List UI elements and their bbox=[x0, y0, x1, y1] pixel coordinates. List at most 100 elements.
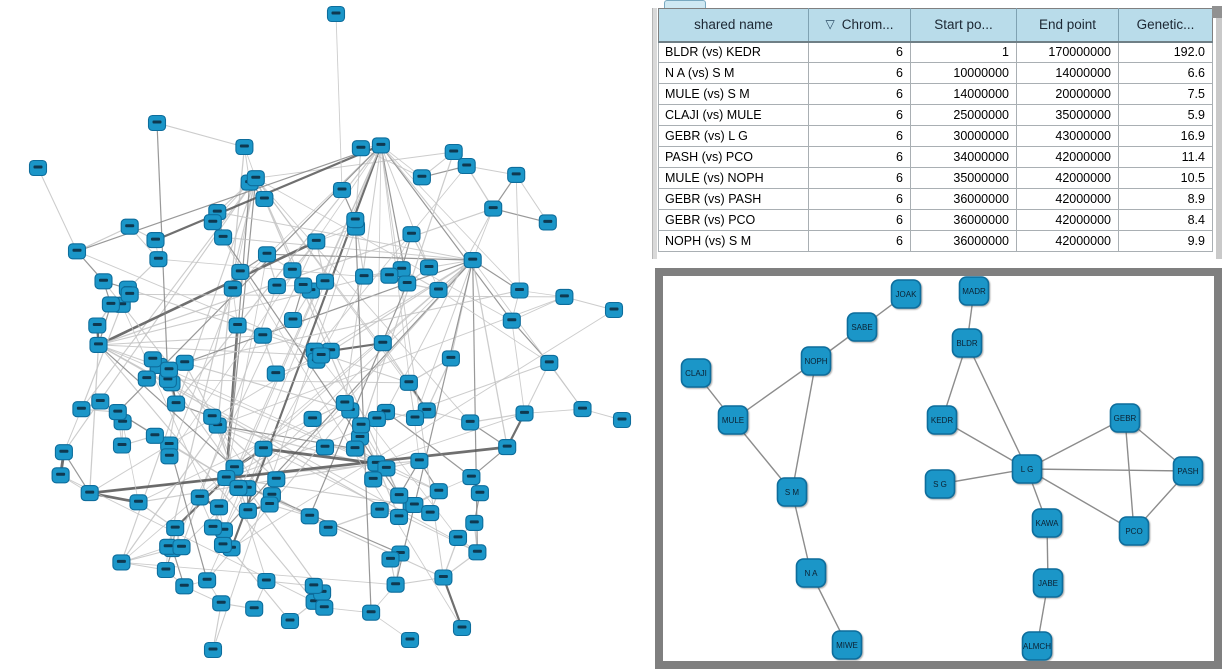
table-cell[interactable]: 14000000 bbox=[910, 83, 1017, 105]
network-node-almch[interactable]: ALMCH bbox=[1021, 631, 1053, 661]
table-cell[interactable]: MULE (vs) NOPH bbox=[658, 167, 809, 189]
network-node[interactable] bbox=[604, 301, 624, 319]
network-node[interactable] bbox=[253, 327, 272, 344]
network-edge[interactable] bbox=[167, 178, 257, 547]
network-node-kedr[interactable]: KEDR bbox=[926, 405, 958, 435]
network-overview-panel[interactable] bbox=[0, 0, 650, 669]
table-cell[interactable]: 16.9 bbox=[1118, 125, 1213, 147]
network-node[interactable] bbox=[390, 487, 409, 504]
column-header-shared-name[interactable]: shared name bbox=[658, 8, 809, 43]
network-node-madr[interactable]: MADR bbox=[958, 276, 990, 306]
network-edge[interactable] bbox=[255, 177, 428, 411]
network-node-l-g[interactable]: L G bbox=[1011, 454, 1043, 484]
network-node[interactable] bbox=[167, 395, 186, 412]
network-node[interactable] bbox=[67, 243, 87, 260]
network-edge[interactable] bbox=[168, 444, 208, 581]
network-node-s-m[interactable]: S M bbox=[776, 477, 808, 507]
network-node[interactable] bbox=[421, 505, 440, 522]
network-edge[interactable] bbox=[121, 259, 473, 563]
network-node[interactable] bbox=[412, 169, 431, 186]
network-node[interactable] bbox=[399, 374, 418, 391]
network-edge[interactable] bbox=[37, 167, 78, 252]
network-node[interactable] bbox=[300, 508, 319, 525]
network-node[interactable] bbox=[461, 414, 480, 431]
network-edge[interactable] bbox=[263, 447, 377, 465]
network-node[interactable] bbox=[502, 312, 521, 329]
network-node[interactable] bbox=[235, 138, 254, 156]
network-edge[interactable] bbox=[380, 145, 474, 261]
network-edge[interactable] bbox=[354, 148, 362, 221]
network-edge[interactable] bbox=[156, 122, 245, 148]
network-edge[interactable] bbox=[442, 577, 464, 629]
network-edge[interactable] bbox=[380, 145, 408, 284]
network-node[interactable] bbox=[402, 226, 421, 243]
table-cell[interactable]: 5.9 bbox=[1118, 104, 1213, 126]
table-cell[interactable]: PASH (vs) PCO bbox=[658, 146, 809, 168]
network-edge[interactable] bbox=[472, 259, 508, 448]
network-edge[interactable] bbox=[98, 344, 235, 469]
network-node[interactable] bbox=[555, 288, 574, 305]
table-cell[interactable]: 11.4 bbox=[1118, 146, 1213, 168]
network-node-bldr[interactable]: BLDR bbox=[951, 328, 983, 358]
network-edge[interactable] bbox=[184, 289, 520, 364]
table-cell[interactable]: NOPH (vs) S M bbox=[658, 230, 809, 252]
network-node[interactable] bbox=[457, 157, 476, 175]
edge-attribute-table[interactable]: shared name ▽ Chrom... Start po... End point… bbox=[658, 8, 1213, 252]
network-node[interactable] bbox=[72, 401, 91, 418]
network-node[interactable] bbox=[389, 508, 409, 525]
network-edge[interactable] bbox=[316, 259, 474, 362]
table-cell[interactable]: 42000000 bbox=[1016, 167, 1119, 189]
network-edge[interactable] bbox=[360, 147, 423, 178]
network-edge[interactable] bbox=[255, 151, 454, 179]
network-edge[interactable] bbox=[80, 304, 123, 410]
table-cell[interactable]: N A (vs) S M bbox=[658, 62, 809, 84]
network-edge[interactable] bbox=[472, 259, 583, 410]
table-cell[interactable]: 170000000 bbox=[1016, 41, 1119, 63]
table-cell[interactable]: CLAJI (vs) MULE bbox=[658, 104, 809, 126]
network-node[interactable] bbox=[510, 282, 529, 299]
network-edge[interactable] bbox=[232, 145, 382, 289]
table-cell[interactable]: 36000000 bbox=[910, 209, 1017, 231]
network-node[interactable] bbox=[257, 246, 277, 263]
table-cell[interactable]: 9.9 bbox=[1118, 230, 1213, 252]
table-cell[interactable]: 14000000 bbox=[1016, 62, 1119, 84]
network-node[interactable] bbox=[266, 365, 285, 382]
network-node[interactable] bbox=[307, 233, 326, 250]
network-node[interactable] bbox=[351, 140, 370, 157]
network-node[interactable] bbox=[465, 514, 484, 531]
network-node[interactable] bbox=[245, 600, 264, 617]
network-edge[interactable] bbox=[255, 177, 400, 496]
network-node[interactable] bbox=[246, 170, 265, 187]
table-cell[interactable]: GEBR (vs) PASH bbox=[658, 188, 809, 210]
network-node[interactable] bbox=[254, 440, 273, 457]
table-cell[interactable]: 42000000 bbox=[1016, 146, 1119, 168]
network-node[interactable] bbox=[260, 496, 279, 513]
network-node[interactable] bbox=[515, 405, 534, 422]
network-node[interactable] bbox=[468, 544, 487, 561]
network-node[interactable] bbox=[28, 159, 48, 177]
network-node[interactable] bbox=[190, 489, 209, 506]
network-node[interactable] bbox=[315, 273, 335, 290]
network-edge[interactable] bbox=[354, 448, 440, 492]
network-node-gebr[interactable]: GEBR bbox=[1109, 403, 1141, 433]
table-cell[interactable]: 6 bbox=[808, 167, 911, 189]
partial-tab[interactable] bbox=[664, 0, 706, 8]
table-row[interactable]: NOPH (vs) S M 6 36000000 42000000 9.9 bbox=[658, 230, 1213, 252]
network-edge[interactable] bbox=[98, 268, 402, 346]
network-node[interactable] bbox=[175, 354, 194, 371]
network-edge[interactable] bbox=[493, 208, 548, 223]
table-row[interactable]: GEBR (vs) PASH 6 36000000 42000000 8.9 bbox=[658, 188, 1213, 210]
table-cell[interactable]: GEBR (vs) PCO bbox=[658, 209, 809, 231]
network-node[interactable] bbox=[364, 471, 383, 488]
network-node[interactable] bbox=[345, 440, 365, 457]
table-row[interactable]: CLAJI (vs) MULE 6 25000000 35000000 5.9 bbox=[658, 104, 1213, 126]
network-node[interactable] bbox=[373, 335, 392, 352]
network-node[interactable] bbox=[381, 551, 400, 568]
network-edge[interactable] bbox=[1124, 417, 1135, 532]
network-edge[interactable] bbox=[80, 177, 257, 410]
network-edge[interactable] bbox=[98, 335, 263, 346]
network-edge[interactable] bbox=[354, 219, 372, 613]
network-node-claji[interactable]: CLAJI bbox=[680, 358, 712, 388]
network-node-sabe[interactable]: SABE bbox=[846, 312, 878, 342]
network-node[interactable] bbox=[231, 263, 250, 280]
